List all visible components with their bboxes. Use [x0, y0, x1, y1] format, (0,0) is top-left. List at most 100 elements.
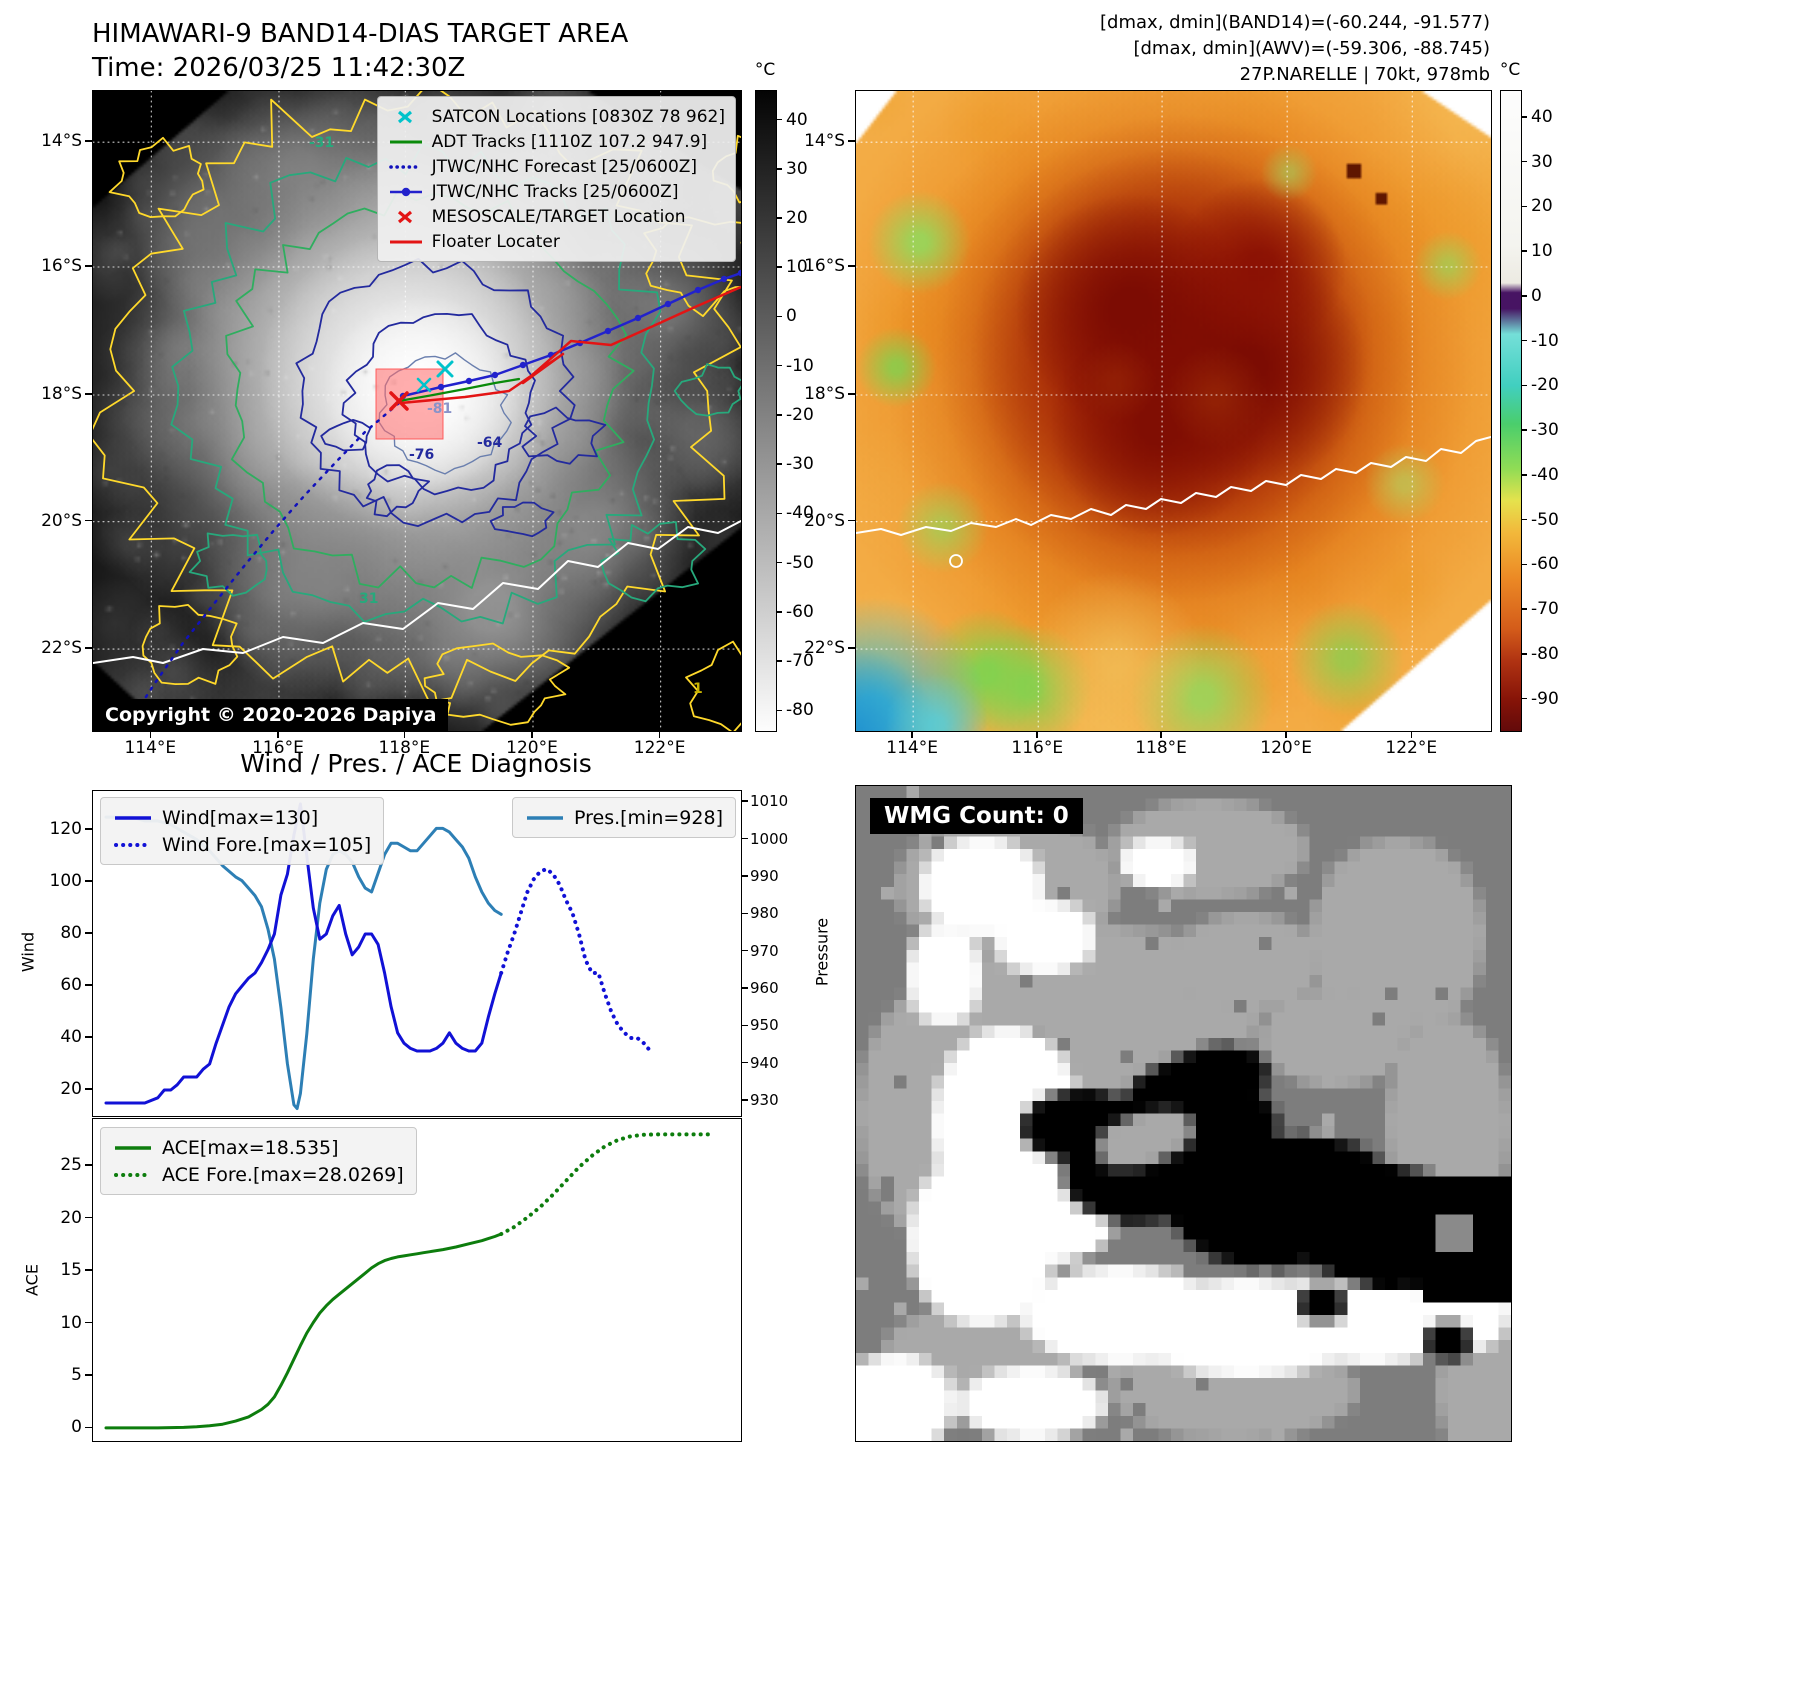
contour-label: 31 [359, 591, 379, 607]
ace-forecast-dotted-marker-icon [114, 1172, 152, 1177]
jtwc-track-point [437, 383, 445, 391]
awv-info-line1: [dmax, dmin](BAND14)=(-60.244, -91.577) [1100, 12, 1490, 33]
ace-tick-label: 0 [71, 1417, 82, 1438]
pressure-legend: Pres.[min=928] [512, 797, 736, 838]
band14-title-line1: HIMAWARI-9 BAND14-DIAS TARGET AREA [92, 19, 629, 49]
contour-line [600, 521, 707, 603]
band14-colorbar-tick-label: -60 [786, 601, 814, 622]
band14-legend-item: Floater Locater [388, 229, 725, 254]
ace-tick-label: 20 [60, 1207, 82, 1228]
contour-label: -64 [477, 435, 503, 451]
tick-mark [1521, 653, 1527, 655]
wind-legend: Wind[max=130] Wind Fore.[max=105] [100, 797, 385, 865]
band14-colorbar-tick-label: -80 [786, 700, 814, 721]
band14-legend-item: JTWC/NHC Tracks [25/0600Z] [388, 179, 725, 204]
band14-colorbar-tick-label: 0 [786, 306, 797, 327]
tick-mark [776, 118, 782, 121]
awv-colorbar-tick-label: 40 [1531, 106, 1553, 127]
tick-mark [1285, 731, 1287, 738]
wmg-count-label: WMG Count: 0 [870, 798, 1083, 834]
tick-mark [741, 912, 748, 915]
contour-line [685, 640, 741, 731]
band14-lon-tick-label: 118°E [378, 738, 431, 758]
tick-mark [85, 984, 92, 986]
tick-mark [1521, 474, 1527, 476]
tick-mark [85, 1164, 92, 1166]
band14-legend-label: SATCON Locations [0830Z 78 962] [431, 106, 725, 127]
contour-line [141, 604, 239, 685]
ace-forecast-legend-row: ACE Fore.[max=28.0269] [113, 1161, 404, 1188]
wind-forecast-legend-label: Wind Fore.[max=105] [162, 833, 372, 856]
tick-mark [1521, 608, 1527, 610]
pressure-legend-label: Pres.[min=928] [574, 806, 723, 829]
band14-colorbar-tick-label: 30 [786, 158, 808, 179]
band14-legend-label: JTWC/NHC Tracks [25/0600Z] [431, 181, 679, 202]
tick-mark [85, 1374, 92, 1376]
band14-legend-item: ADT Tracks [1110Z 107.2 947.9] [388, 129, 725, 154]
tick-mark [741, 800, 748, 802]
adt-track [397, 377, 521, 403]
awv-colorbar-tick-label: -80 [1531, 643, 1559, 664]
band14-lat-tick-label: 22°S [41, 638, 82, 659]
contour-line [521, 406, 607, 465]
band14-overlay [93, 91, 741, 731]
tick-mark [1521, 339, 1527, 342]
band14-map: SATCON Locations [0830Z 78 962] ADT Track… [92, 90, 742, 732]
coastline [93, 520, 741, 664]
tick-mark [776, 463, 782, 465]
band14-lon-tick-label: 122°E [633, 738, 686, 758]
awv-colorbar-tick-label: -20 [1531, 375, 1559, 396]
band14-legend: SATCON Locations [0830Z 78 962] ADT Track… [376, 96, 736, 262]
tick-mark [1036, 731, 1038, 738]
wind-tick-label: 100 [49, 871, 82, 891]
line-marker-icon [389, 140, 422, 143]
ace-plot-area [104, 1132, 711, 1430]
tick-mark [776, 561, 782, 564]
wmg-panel: WMG Count: 0 [855, 785, 1512, 1442]
jtwc-track-point [720, 275, 728, 283]
tick-mark [85, 1216, 92, 1219]
dotted-marker-icon [388, 164, 423, 169]
pressure-line-marker-icon [527, 815, 563, 820]
tick-mark [1410, 731, 1412, 738]
contour-line [489, 501, 555, 538]
awv-colorbar-tick-label: -40 [1531, 464, 1559, 485]
band14-lat-tick-label: 16°S [41, 256, 82, 276]
awv-colorbar-tick-label: -90 [1531, 688, 1559, 709]
ace-tick-label: 25 [60, 1155, 82, 1176]
tick-mark [403, 731, 406, 738]
tick-mark [741, 875, 748, 877]
tick-mark [776, 364, 782, 367]
tick-mark [1521, 429, 1527, 431]
wind-tick-label: 80 [60, 923, 82, 943]
contour-line [295, 257, 576, 527]
island-outline [949, 554, 963, 568]
wind-legend-row: Wind[max=130] [113, 804, 371, 831]
awv-lat-tick-label: 22°S [804, 638, 845, 659]
jtwc-track-point [664, 300, 672, 308]
wind-forecast-legend-row: Wind Fore.[max=105] [113, 831, 371, 858]
tick-mark [85, 1036, 92, 1038]
ace-forecast-series-line [499, 1132, 711, 1236]
wind-forecast-series-line [499, 867, 653, 1053]
tick-mark [531, 731, 533, 738]
band14-colorbar-tick-label: -10 [786, 355, 814, 376]
wind-series-line [104, 802, 503, 1105]
band14-colorbar [755, 90, 777, 732]
band14-colorbar-tick-label: -20 [786, 404, 814, 425]
awv-info-line2: [dmax, dmin](AWV)=(-59.306, -88.745) [1133, 38, 1490, 60]
pressure-tick-label: 1010 [750, 792, 789, 811]
line-marker-icon [389, 240, 422, 243]
band14-legend-label: ADT Tracks [1110Z 107.2 947.9] [431, 131, 708, 152]
tick-mark [85, 140, 92, 142]
jtwc-track-point [737, 269, 741, 277]
satcon-x-marker [416, 377, 432, 393]
band14-legend-item: MESOSCALE/TARGET Location [388, 204, 725, 229]
pressure-tick-label: 940 [750, 1053, 779, 1072]
ace-line-marker-icon [115, 1145, 151, 1150]
awv-colorbar-unit: °C [1499, 60, 1521, 80]
band14-colorbar-tick-label: 40 [786, 109, 808, 130]
wind-tick-label: 120 [49, 819, 82, 839]
jtwc-track-point [491, 371, 499, 379]
line-dot-marker-icon [389, 187, 422, 196]
